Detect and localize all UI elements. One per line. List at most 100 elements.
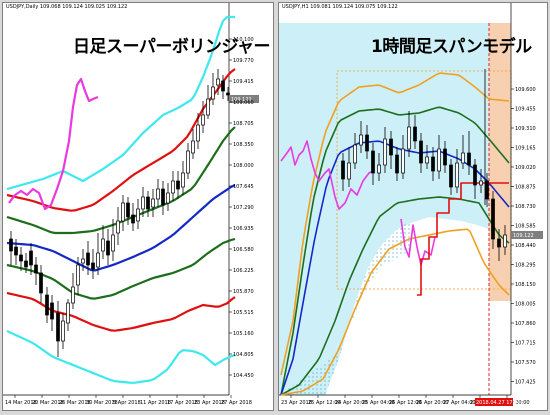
daily-candle (171, 180, 175, 194)
h1-y-tick-label: 107.425 (515, 380, 536, 386)
h1-candle (485, 180, 489, 200)
h1-y-tick-label: 109.455 (515, 107, 536, 113)
h1-y-tick-label: 108.730 (515, 204, 536, 210)
daily-candle (81, 258, 85, 264)
daily-candle (50, 302, 54, 320)
h1-span-cloud (279, 23, 489, 395)
daily-x-tick-label: 14 Mar 2018 (5, 400, 37, 406)
daily-x-tick-label: 17 Apr 2018 (167, 400, 198, 406)
daily-candle (191, 140, 195, 154)
daily-lower1-band (6, 237, 236, 300)
h1-upper-band-outer (280, 72, 510, 376)
h1-candle (395, 154, 399, 174)
daily-y-tick-label: 108.705 (233, 121, 254, 127)
h1-x-tick-label: 26 Apr 20:00 (416, 400, 449, 406)
daily-chart-window[interactable]: 109.122 110.100 109.770 109.415 109.060 108.7… (2, 2, 274, 411)
daily-y-tick-label: 105.160 (233, 331, 254, 337)
daily-candle (226, 92, 230, 96)
h1-upper-band-inner (280, 106, 510, 396)
daily-candle (216, 78, 220, 86)
daily-candle (86, 252, 90, 266)
h1-y-tick-label: 108.150 (515, 282, 536, 288)
h1-candle (383, 138, 387, 166)
h1-candle (497, 238, 501, 248)
daily-x-tick-label: 23 Apr 2018 (194, 400, 225, 406)
daily-candle (9, 238, 13, 252)
daily-upper1-band (6, 126, 236, 235)
daily-y-tick-label: 104.450 (233, 373, 254, 379)
h1-time-tag (475, 398, 513, 406)
h1-candle (431, 156, 435, 172)
daily-candle (45, 294, 49, 316)
h1-candle (347, 162, 351, 180)
daily-x-tick-label: 26 Mar 2018 (59, 400, 91, 406)
daily-chart-canvas[interactable]: 109.122 110.100 109.770 109.415 109.060 108.7… (3, 3, 274, 411)
h1-symbol-label: USDJPY,H1 109.081 109.124 109.075 109.12… (282, 4, 398, 10)
h1-candle (455, 162, 459, 188)
h1-y-tick-label: 108.295 (515, 263, 536, 269)
daily-candle (161, 188, 165, 206)
daily-y-tick-label: 109.770 (233, 58, 254, 64)
h1-y-tick-label: 107.860 (515, 321, 536, 327)
h1-y-tick-label: 107.570 (515, 360, 536, 366)
daily-y-tick-label: 105.870 (233, 289, 254, 295)
h1-price-tag-text: 109.122 (513, 233, 534, 239)
h1-x-tick-label: 27 Apr 20:00 (497, 400, 530, 406)
h1-candle (437, 148, 441, 172)
h1-candle (401, 148, 405, 174)
h1-candle (353, 144, 357, 164)
daily-candle (76, 264, 80, 286)
daily-candle (166, 192, 170, 204)
daily-y-tick-label: 106.225 (233, 268, 254, 274)
h1-y-tick-label: 108.875 (515, 185, 536, 191)
daily-plot-area (3, 3, 229, 395)
daily-y-tick-label: 108.000 (233, 163, 254, 169)
daily-x-tick-label: 20 Mar 2018 (32, 400, 64, 406)
h1-lower-band-inner (280, 196, 510, 396)
daily-upper3-band (6, 15, 235, 191)
daily-chikou-line (8, 77, 99, 211)
h1-candle (467, 152, 471, 166)
h1-y-tick-label: 109.020 (515, 165, 536, 171)
h1-y-tick-label: 109.165 (515, 146, 536, 152)
h1-candle (389, 138, 393, 156)
daily-candle (106, 240, 110, 256)
daily-candle (141, 196, 145, 210)
h1-candle (407, 126, 411, 150)
daily-lower2-band (6, 291, 236, 332)
h1-x-tick-label: 25 Apr 12:00 (308, 400, 341, 406)
daily-y-tick-label: 110.100 (233, 37, 254, 43)
daily-y-tick-label: 107.645 (233, 184, 254, 190)
h1-y-tick-label: 109.310 (515, 126, 536, 132)
h1-candle (359, 134, 363, 146)
daily-x-tick-label: 11 Apr 2018 (140, 400, 171, 406)
daily-candle (116, 220, 120, 234)
daily-candle (56, 312, 60, 342)
daily-candle (71, 286, 75, 304)
daily-mid-band (6, 184, 236, 272)
daily-chart-title: 日足スーパーボリンジャー (73, 37, 270, 57)
h1-chart-window[interactable]: 109.122 109.600 109.455 109.310 109.165 109.0… (278, 2, 548, 411)
daily-y-tick-label: 109.415 (233, 79, 254, 85)
daily-y-tick-label: 106.580 (233, 247, 254, 253)
daily-candle (196, 124, 200, 142)
daily-candle (221, 80, 225, 92)
h1-candle (371, 150, 375, 174)
h1-candle (443, 148, 447, 166)
daily-y-tick-label: 105.515 (233, 310, 254, 316)
daily-x-tick-label: 27 Apr 2018 (221, 400, 252, 406)
h1-chart-canvas[interactable]: 109.122 109.600 109.455 109.310 109.165 109.0… (279, 3, 548, 411)
h1-y-tick-label: 109.600 (515, 87, 536, 93)
daily-candle (121, 202, 125, 222)
daily-candle (66, 302, 70, 324)
h1-y-tick-label: 108.440 (515, 243, 536, 249)
h1-mid-band (280, 140, 510, 396)
daily-candle (136, 208, 140, 222)
daily-candle (19, 254, 23, 262)
daily-candle (111, 234, 115, 252)
h1-candle (365, 134, 369, 152)
h1-x-tick-label: 24 Apr 20:00 (335, 400, 368, 406)
daily-candle (146, 196, 150, 210)
daily-candle (156, 188, 160, 200)
daily-price-tag (229, 95, 259, 103)
